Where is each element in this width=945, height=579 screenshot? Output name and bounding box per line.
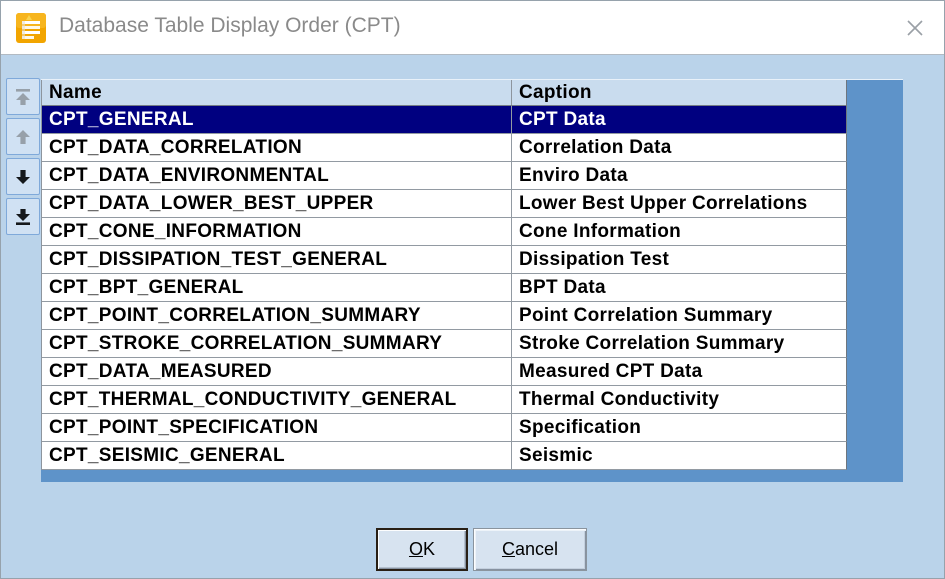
name-cell[interactable]: CPT_DATA_LOWER_BEST_UPPER — [42, 190, 512, 217]
table-row[interactable]: CPT_DATA_CORRELATION Correlation Data — [42, 134, 847, 162]
caption-cell[interactable]: Measured CPT Data — [519, 361, 703, 382]
display-order-table: Name Caption CPT_GENERAL CPT Data CPT_DA… — [41, 80, 847, 470]
name-cell[interactable]: CPT_DATA_ENVIRONMENTAL — [42, 162, 512, 189]
table-row[interactable]: CPT_BPT_GENERAL BPT Data — [42, 274, 847, 302]
move-first-button[interactable] — [6, 78, 40, 115]
name-cell[interactable]: CPT_CONE_INFORMATION — [42, 218, 512, 245]
table-row[interactable]: CPT_DATA_ENVIRONMENTAL Enviro Data — [42, 162, 847, 190]
move-down-button[interactable] — [6, 158, 40, 195]
caption-cell[interactable]: Seismic — [519, 445, 593, 466]
table-grid: Name Caption CPT_GENERAL CPT Data CPT_DA… — [41, 79, 903, 482]
name-cell[interactable]: CPT_DATA_MEASURED — [42, 358, 512, 385]
table-row[interactable]: CPT_POINT_CORRELATION_SUMMARY Point Corr… — [42, 302, 847, 330]
caption-cell[interactable]: Stroke Correlation Summary — [519, 333, 785, 354]
caption-cell[interactable]: Enviro Data — [519, 165, 628, 186]
name-cell[interactable]: CPT_DATA_CORRELATION — [42, 134, 512, 161]
table-row[interactable]: CPT_STROKE_CORRELATION_SUMMARY Stroke Co… — [42, 330, 847, 358]
arrow-down-icon — [16, 169, 30, 184]
caption-cell[interactable]: Lower Best Upper Correlations — [519, 193, 808, 214]
cancel-button[interactable]: Cancel — [473, 528, 587, 571]
name-cell[interactable]: CPT_POINT_CORRELATION_SUMMARY — [42, 302, 512, 329]
table-row[interactable]: CPT_CONE_INFORMATION Cone Information — [42, 218, 847, 246]
table-row[interactable]: CPT_GENERAL CPT Data — [42, 106, 847, 134]
caption-cell[interactable]: Thermal Conductivity — [519, 389, 720, 410]
caption-cell[interactable]: Correlation Data — [519, 137, 672, 158]
caption-cell[interactable]: Cone Information — [519, 221, 682, 242]
table-row[interactable]: CPT_THERMAL_CONDUCTIVITY_GENERAL Thermal… — [42, 386, 847, 414]
titlebar[interactable]: Database Table Display Order (CPT) — [1, 1, 944, 55]
caption-cell[interactable]: Point Correlation Summary — [519, 305, 773, 326]
cancel-button-label-underline: C — [501, 539, 515, 559]
column-header-caption: Caption — [519, 82, 592, 103]
ok-button-label-rest: K — [423, 539, 436, 559]
table-row[interactable]: CPT_SEISMIC_GENERAL Seismic — [42, 442, 847, 470]
name-cell[interactable]: CPT_STROKE_CORRELATION_SUMMARY — [42, 330, 512, 357]
arrow-down-to-bar-icon — [16, 208, 30, 225]
move-up-button[interactable] — [6, 118, 40, 155]
app-icon — [16, 13, 46, 43]
dialog-title: Database Table Display Order (CPT) — [59, 14, 401, 37]
name-cell[interactable]: CPT_THERMAL_CONDUCTIVITY_GENERAL — [42, 386, 512, 413]
column-header-name: Name — [42, 80, 512, 105]
name-cell[interactable]: CPT_BPT_GENERAL — [42, 274, 512, 301]
table-header-row: Name Caption — [42, 80, 847, 106]
dialog-body: Name Caption CPT_GENERAL CPT Data CPT_DA… — [1, 56, 944, 578]
cancel-button-label-rest: ancel — [514, 539, 559, 559]
table-row[interactable]: CPT_DATA_LOWER_BEST_UPPER Lower Best Upp… — [42, 190, 847, 218]
caption-cell[interactable]: Dissipation Test — [519, 249, 670, 270]
caption-cell[interactable]: CPT Data — [519, 109, 606, 130]
ok-button-label-underline: O — [408, 539, 423, 559]
name-cell[interactable]: CPT_SEISMIC_GENERAL — [42, 442, 512, 469]
name-cell[interactable]: CPT_DISSIPATION_TEST_GENERAL — [42, 246, 512, 273]
table-row[interactable]: CPT_POINT_SPECIFICATION Specification — [42, 414, 847, 442]
caption-cell[interactable]: Specification — [519, 417, 642, 438]
arrow-up-icon — [16, 129, 30, 144]
arrow-up-to-bar-icon — [16, 88, 30, 105]
close-button[interactable] — [900, 13, 930, 43]
name-cell[interactable]: CPT_GENERAL — [42, 106, 512, 133]
table-row[interactable]: CPT_DISSIPATION_TEST_GENERAL Dissipation… — [42, 246, 847, 274]
close-icon — [907, 20, 923, 36]
ok-button[interactable]: OK — [376, 528, 468, 571]
name-cell[interactable]: CPT_POINT_SPECIFICATION — [42, 414, 512, 441]
caption-cell[interactable]: BPT Data — [519, 277, 606, 298]
move-last-button[interactable] — [6, 198, 40, 235]
table-row[interactable]: CPT_DATA_MEASURED Measured CPT Data — [42, 358, 847, 386]
